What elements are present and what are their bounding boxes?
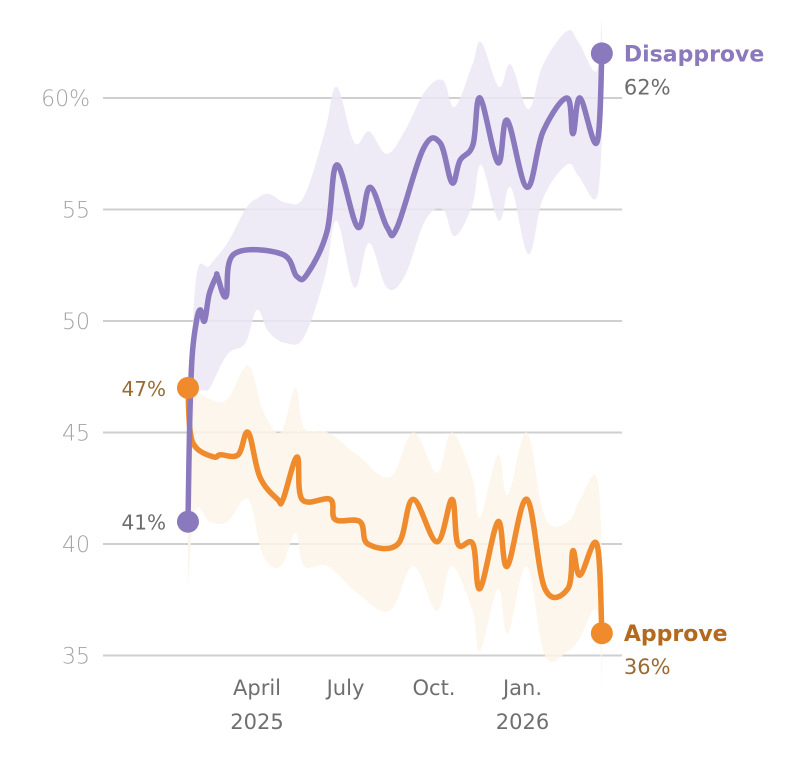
y-tick-label: 55: [62, 199, 90, 224]
x-tick-label: Jan.: [501, 676, 542, 700]
y-tick-label: 50: [62, 310, 90, 335]
series-labels: Disapprove 62% 41% Approve 36% 47%: [122, 42, 765, 679]
disapprove-line: [185, 50, 605, 525]
x-axis-tick-labels: April 2025 July Oct. Jan. 2026: [230, 676, 549, 734]
series-lines: [185, 50, 605, 636]
x-tick-label: Oct.: [413, 676, 456, 700]
disapprove-end-value: 62%: [624, 75, 671, 99]
endpoint-markers: [176, 42, 613, 645]
y-tick-label: 35: [62, 645, 90, 670]
y-axis-tick-labels: 60% 55 50 45 40 35: [41, 87, 90, 670]
y-tick-label: 45: [62, 422, 90, 447]
approve-line: [185, 385, 605, 636]
disapprove-start-marker: [176, 510, 199, 533]
approve-start-marker: [176, 376, 199, 399]
approve-start-value: 47%: [122, 377, 166, 401]
x-tick-label: April: [233, 676, 281, 700]
disapprove-start-value: 41%: [122, 511, 166, 535]
y-tick-label: 40: [62, 533, 90, 558]
approve-series-name: Approve: [624, 622, 728, 647]
y-tick-label: 60%: [41, 87, 90, 112]
approve-end-value: 36%: [624, 655, 671, 679]
x-tick-year-label: 2026: [496, 710, 549, 734]
x-tick-label: July: [325, 676, 365, 700]
disapprove-series-name: Disapprove: [624, 42, 764, 67]
approve-end-marker: [590, 622, 613, 645]
x-tick-year-label: 2025: [230, 710, 283, 734]
confidence-bands: [188, 20, 602, 689]
disapprove-end-marker: [590, 42, 613, 65]
approve-confidence-band: [188, 365, 602, 689]
